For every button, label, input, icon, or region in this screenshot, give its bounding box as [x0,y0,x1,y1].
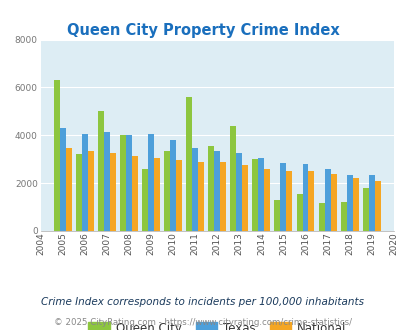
Bar [53,80,60,231]
Bar [362,188,368,231]
Bar [153,158,160,231]
Bar [198,162,204,231]
Bar [220,162,226,231]
Bar [296,194,302,231]
Bar [170,140,176,231]
Bar [104,132,109,231]
Bar [186,97,192,231]
Bar [286,171,292,231]
Bar [98,112,104,231]
Bar [258,158,264,231]
Text: Queen City Property Crime Index: Queen City Property Crime Index [66,23,339,38]
Bar [214,151,220,231]
Bar [274,200,280,231]
Bar [126,135,132,231]
Bar [109,153,115,231]
Bar [60,128,66,231]
Bar [318,204,324,231]
Bar [66,148,71,231]
Bar [280,163,286,231]
Bar [132,156,138,231]
Bar [346,175,352,231]
Bar [340,202,346,231]
Bar [76,154,81,231]
Bar [330,174,336,231]
Bar [87,151,94,231]
Bar [252,159,258,231]
Bar [236,153,242,231]
Bar [119,135,126,231]
Bar [142,169,148,231]
Bar [302,164,308,231]
Text: Crime Index corresponds to incidents per 100,000 inhabitants: Crime Index corresponds to incidents per… [41,297,364,307]
Bar [352,178,358,231]
Bar [192,148,198,231]
Bar [264,169,270,231]
Bar [230,126,236,231]
Bar [308,171,314,231]
Bar [324,169,330,231]
Bar [208,146,214,231]
Bar [368,175,374,231]
Bar [81,134,87,231]
Legend: Queen City, Texas, National: Queen City, Texas, National [83,317,350,330]
Bar [148,134,153,231]
Bar [164,151,170,231]
Bar [242,165,247,231]
Text: © 2025 CityRating.com - https://www.cityrating.com/crime-statistics/: © 2025 CityRating.com - https://www.city… [54,318,351,327]
Bar [374,181,380,231]
Bar [176,160,181,231]
